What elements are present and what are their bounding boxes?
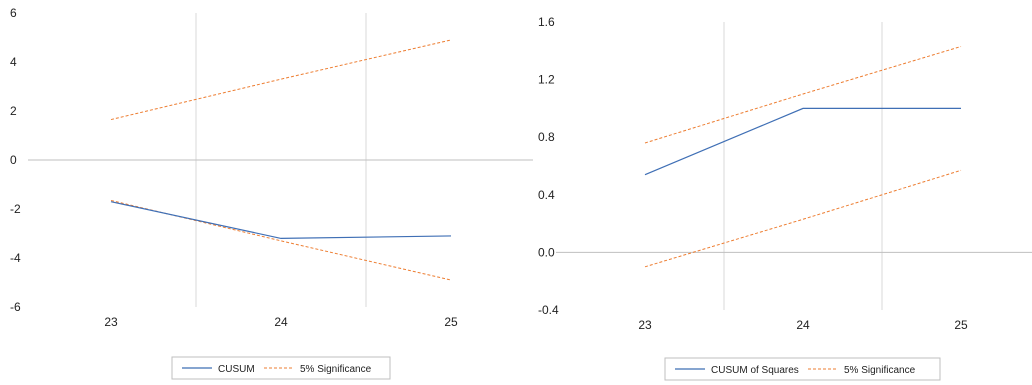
series-line-main — [111, 202, 451, 239]
x-tick-label: 23 — [104, 315, 118, 329]
y-tick-label: -4 — [10, 251, 21, 265]
legend-label: 5% Significance — [300, 364, 372, 375]
x-tick-label: 23 — [638, 318, 652, 332]
y-tick-label: 1.6 — [538, 15, 555, 29]
series-line-main — [645, 108, 961, 174]
y-tick-label: -2 — [10, 202, 21, 216]
x-tick-label: 25 — [444, 315, 458, 329]
cusum-chart: 6 4 2 0 -2 -4 -6 23 24 25 CUSUM 5% Significance — [10, 6, 533, 379]
y-tick-label: 0.8 — [538, 130, 555, 144]
y-tick-label: -0.4 — [538, 303, 559, 317]
legend-label: 5% Significance — [844, 365, 916, 376]
series-line-significance — [645, 46, 961, 142]
x-tick-label: 24 — [796, 318, 810, 332]
legend-label: CUSUM of Squares — [711, 365, 799, 376]
y-tick-label: 6 — [10, 6, 17, 20]
cusum-of-squares-chart: 1.6 1.2 0.8 0.4 0.0 -0.4 23 24 25 CUSUM of Square… — [538, 15, 1032, 380]
series-line-significance — [111, 40, 451, 120]
y-tick-label: 0 — [10, 153, 17, 167]
y-tick-label: 0.0 — [538, 245, 555, 259]
y-tick-label: 1.2 — [538, 73, 555, 87]
y-tick-label: 2 — [10, 104, 17, 118]
y-tick-label: 0.4 — [538, 188, 555, 202]
y-tick-label: -6 — [10, 300, 21, 314]
x-tick-label: 25 — [954, 318, 968, 332]
y-tick-label: 4 — [10, 55, 17, 69]
legend-label: CUSUM — [218, 364, 255, 375]
x-tick-label: 24 — [274, 315, 288, 329]
